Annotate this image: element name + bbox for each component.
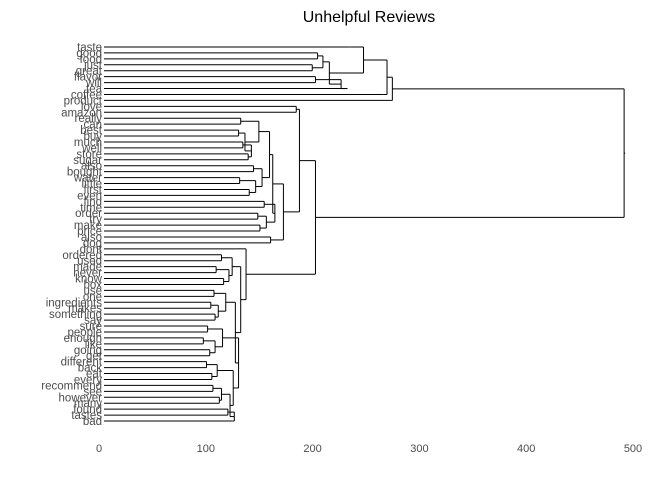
leaf-label: use (83, 285, 102, 297)
leaf-label: sugar (73, 155, 102, 167)
leaf-label: well (81, 143, 102, 155)
leaf-label: order (75, 208, 102, 220)
leaf-label: store (76, 149, 102, 161)
leaf-label: something (49, 309, 102, 321)
leaf-label: every (74, 374, 102, 386)
leaf-label: many (74, 398, 102, 410)
x-tick-label: 100 (197, 443, 215, 455)
leaf-label: food (80, 54, 102, 66)
leaf-label: get (86, 351, 103, 363)
leaf-label: ordered (62, 250, 102, 262)
leaf-label: amazon (61, 107, 102, 119)
leaf-label: found (73, 404, 102, 416)
x-tick-label: 400 (517, 443, 535, 455)
leaf-label: also (81, 161, 102, 173)
leaf-label: really (75, 113, 103, 125)
leaf-label: also (81, 232, 102, 244)
leaf-label: make (74, 220, 102, 232)
leaf-label: going (74, 345, 102, 357)
leaf-label: dont (80, 244, 103, 256)
x-axis-ticks: 0 100 200 300 400 500 (96, 443, 642, 455)
leaf-label: never (73, 268, 102, 280)
leaf-label: people (67, 327, 102, 339)
leaf-label: recommend (41, 380, 102, 392)
leaf-label: eat (86, 369, 103, 381)
leaf-label: much (74, 137, 102, 149)
dendrogram-branches (104, 46, 626, 422)
leaf-label: different (61, 357, 103, 369)
leaf-label: bad (83, 416, 102, 428)
leaf-label: sure (80, 321, 102, 333)
leaf-label: little (82, 179, 102, 191)
leaf-label: see (83, 386, 102, 398)
leaf-label: first (83, 184, 102, 196)
leaf-label: just (83, 60, 103, 72)
leaf-label: ingredients (46, 297, 103, 309)
leaf-label: flavor (74, 72, 102, 84)
leaf-label: one (83, 291, 102, 303)
leaf-label: used (77, 256, 102, 268)
leaf-label: enough (64, 333, 102, 345)
leaf-label: however (59, 392, 103, 404)
x-tick-label: 200 (303, 443, 321, 455)
leaf-label: makes (68, 303, 102, 315)
leaf-label: taste (77, 42, 102, 54)
leaf-label: great (76, 66, 103, 78)
leaf-label: even (77, 190, 102, 202)
x-tick-label: 500 (624, 443, 642, 455)
leaf-label: price (77, 226, 102, 238)
leaf-label: time (80, 202, 102, 214)
leaf-label: will (85, 78, 102, 90)
leaf-label: try (89, 214, 102, 226)
leaf-label: say (84, 315, 102, 327)
leaf-label: like (85, 339, 102, 351)
chart-title: Unhelpful Reviews (303, 9, 436, 26)
leaf-label: box (83, 279, 102, 291)
leaf-label: bought (67, 167, 103, 179)
leaf-label: made (73, 262, 102, 274)
x-tick-label: 0 (96, 443, 102, 455)
leaf-label: product (64, 95, 103, 107)
leaf-label: know (75, 274, 103, 286)
leaf-label: can (83, 119, 102, 131)
leaf-label: love (81, 101, 102, 113)
leaf-label: find (83, 196, 102, 208)
leaf-label: tastes (71, 410, 102, 422)
leaf-label: coffee (71, 89, 102, 101)
leaf-label: good (76, 48, 102, 60)
leaf-label: water (73, 173, 102, 185)
leaf-label: back (78, 363, 103, 375)
leaf-labels: tastegoodfoodjustgreatflavorwillteacoffe… (41, 42, 103, 428)
leaf-label: best (80, 125, 103, 137)
leaf-label: buy (83, 131, 102, 143)
leaf-label: dog (83, 238, 102, 250)
x-tick-label: 300 (410, 443, 428, 455)
leaf-label: tea (86, 84, 103, 96)
